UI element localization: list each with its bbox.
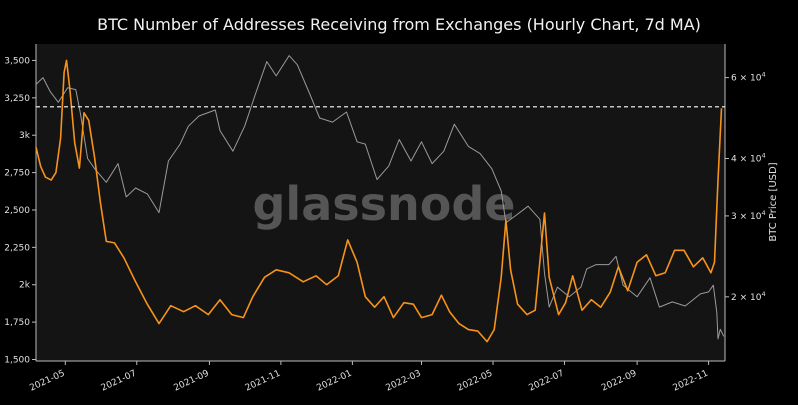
- y-tick-label: 2k: [19, 281, 31, 291]
- plot-area: [36, 44, 725, 361]
- addresses-line: [35, 59, 723, 343]
- y-axis-right: 6 × 104 4 × 104 3 × 104 2 × 104: [724, 44, 766, 361]
- series-layer: [35, 55, 725, 343]
- y-axis-left: 3,500 3,250 3k 2,750 2,500 2,250 2k 1,750 1,500: [4, 44, 37, 366]
- chart-title: BTC Number of Addresses Receiving from E…: [97, 15, 701, 34]
- btc-price-line: [35, 55, 725, 340]
- y-tick-label: 1,500: [4, 356, 30, 366]
- y-tick-label: 2,500: [4, 206, 30, 216]
- y-tick-label: 3k: [19, 131, 31, 141]
- y2-tick-label: 3 × 104: [731, 209, 766, 222]
- y-tick-label: 1,750: [4, 318, 30, 328]
- y-tick-label: 3,500: [4, 56, 30, 66]
- y2-tick-label: 6 × 104: [731, 71, 766, 84]
- watermark: glassnode: [253, 177, 516, 231]
- y2-axis-label: BTC Price [USD]: [768, 162, 779, 241]
- y2-tick-label: 4 × 104: [731, 152, 766, 165]
- y-tick-label: 2,250: [4, 243, 30, 253]
- y2-tick-label: 2 × 104: [731, 290, 766, 303]
- y-tick-label: 2,750: [4, 169, 30, 179]
- y-tick-label: 3,250: [4, 94, 30, 104]
